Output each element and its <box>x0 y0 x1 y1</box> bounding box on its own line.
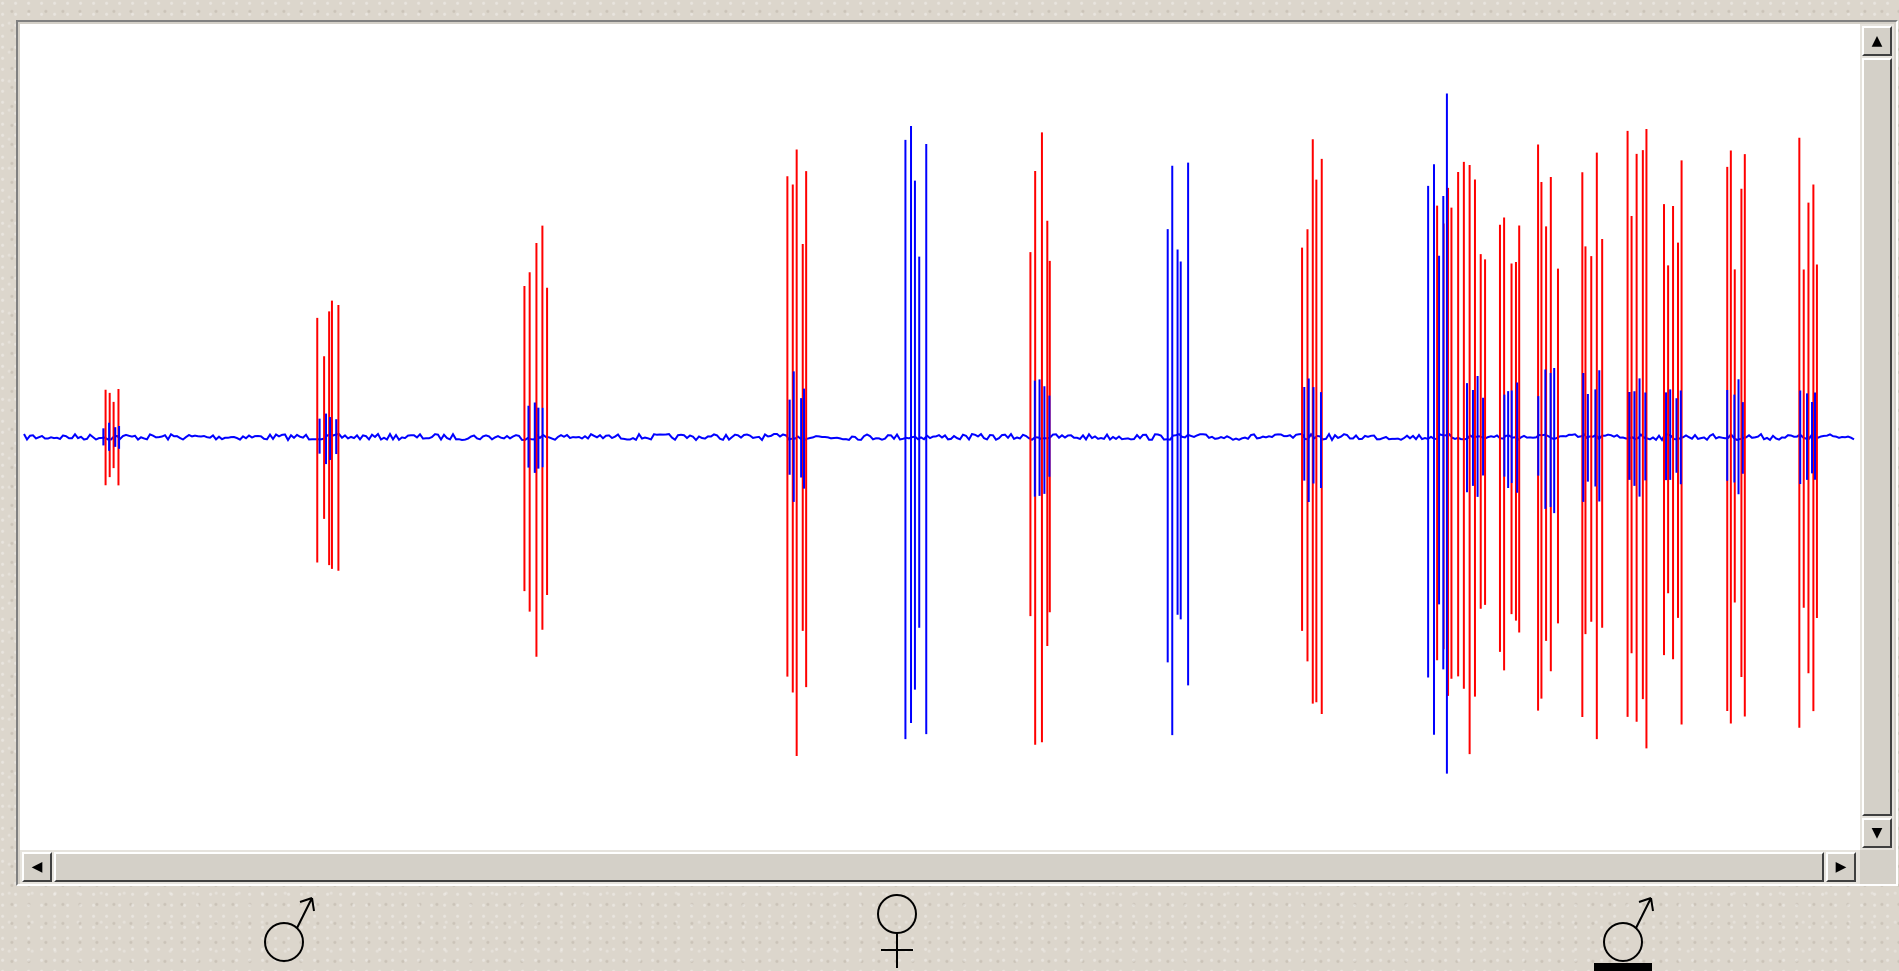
scroll-left-button[interactable]: ◀ <box>22 852 52 882</box>
male-symbol-icon[interactable] <box>1583 888 1663 970</box>
scrollbar-corner <box>1860 850 1894 884</box>
arrow-down-icon: ▼ <box>1872 826 1883 840</box>
horizontal-scroll-thumb[interactable] <box>54 852 1824 882</box>
baseline-trace <box>24 434 1854 440</box>
vertical-scrollbar[interactable]: ▲ ▼ <box>1860 24 1894 850</box>
female-symbol-icon[interactable] <box>857 888 937 970</box>
scroll-right-button[interactable]: ▶ <box>1826 852 1856 882</box>
arrow-left-icon: ◀ <box>32 860 43 874</box>
arrow-up-icon: ▲ <box>1872 34 1883 48</box>
waveform-chart <box>20 24 1860 850</box>
vertical-scroll-thumb[interactable] <box>1862 58 1892 816</box>
waveform-plot[interactable] <box>20 24 1860 850</box>
male-symbol-icon[interactable] <box>244 888 324 970</box>
scroll-down-button[interactable]: ▼ <box>1862 818 1892 848</box>
waveform-panel: ▲ ▼ ◀ ▶ <box>16 20 1898 886</box>
scroll-up-button[interactable]: ▲ <box>1862 26 1892 56</box>
arrow-right-icon: ▶ <box>1836 860 1847 874</box>
horizontal-scrollbar[interactable]: ◀ ▶ <box>20 850 1860 884</box>
selected-symbol-indicator <box>1594 963 1652 971</box>
